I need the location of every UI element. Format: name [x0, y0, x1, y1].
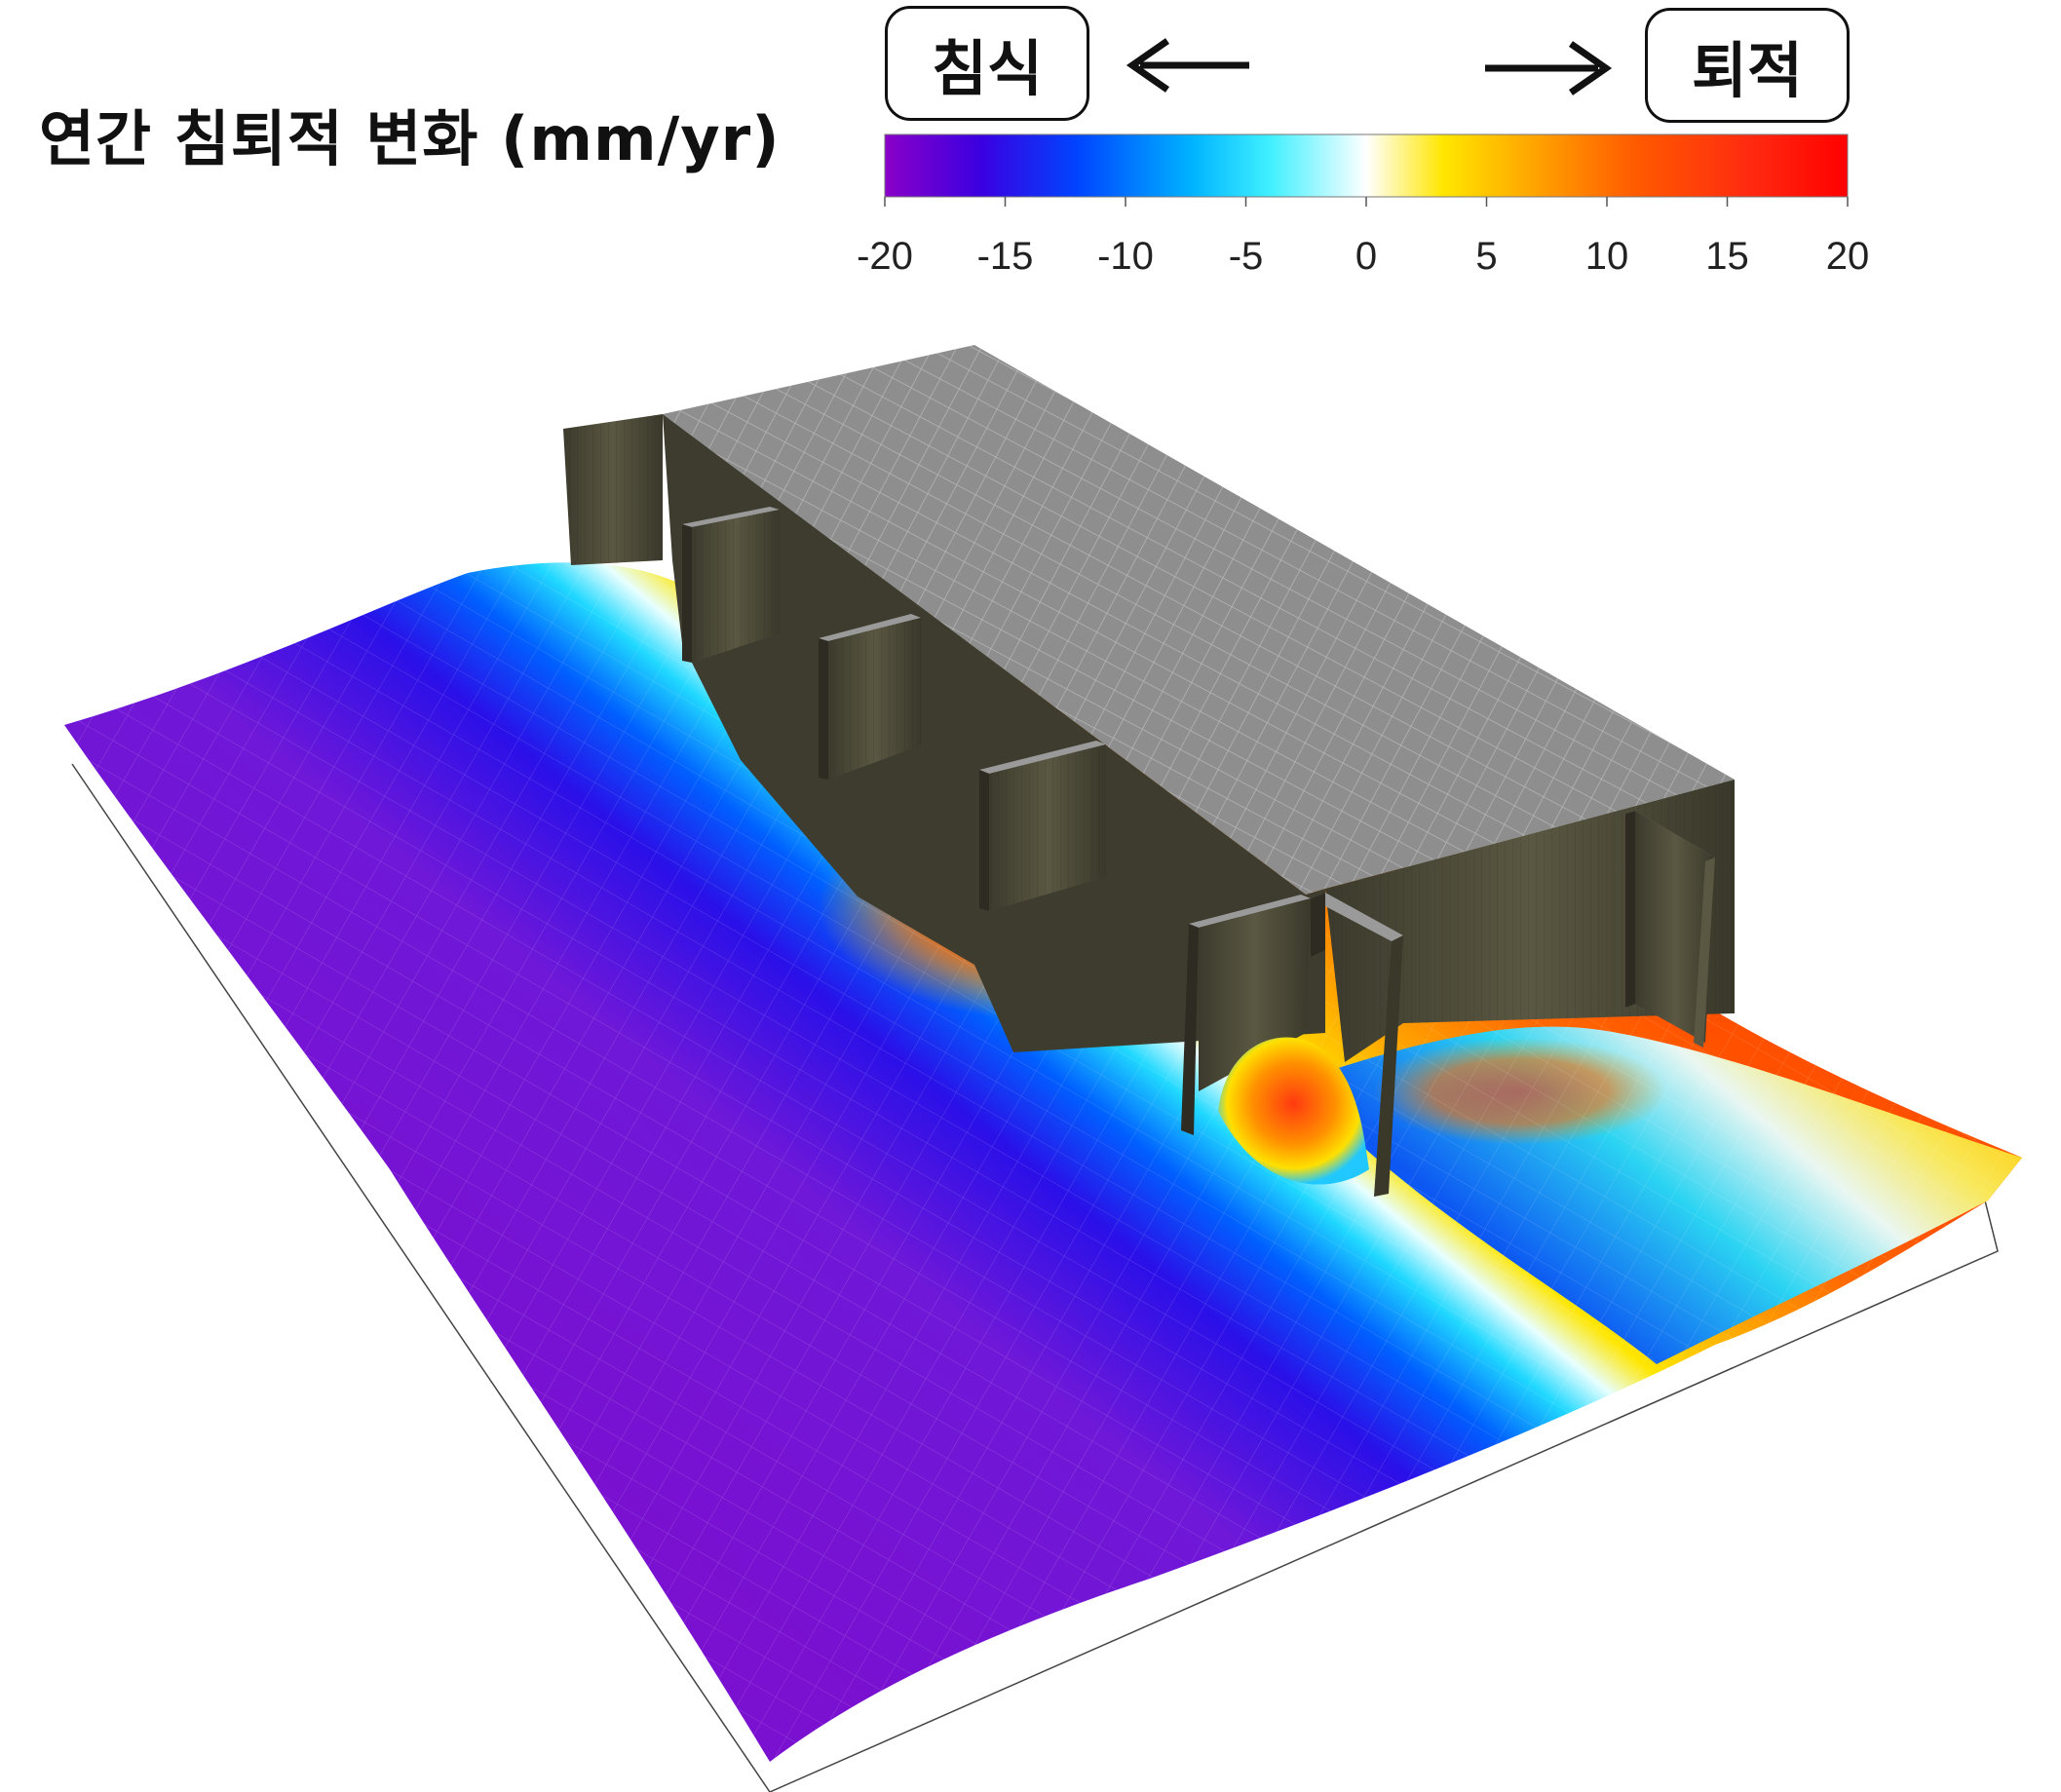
erosion-label-box: 침식 — [885, 6, 1089, 121]
groin-pocket — [1218, 893, 1403, 1197]
deposition-label: 퇴적 — [1691, 35, 1804, 106]
legend-colorbar: -20 -15 -10 -5 0 5 10 15 20 — [857, 133, 1869, 278]
chart-title: 연간 침퇴적 변화 (mm/yr) — [39, 103, 781, 174]
erosion-arrow-icon — [1126, 38, 1249, 93]
deposition-arrow-icon — [1485, 41, 1613, 95]
groin-2 — [819, 614, 921, 780]
legend-tick-label: 5 — [1475, 235, 1497, 278]
legend-tick-label: 10 — [1585, 235, 1629, 278]
groin-right-end — [1625, 811, 1715, 1048]
groin-1 — [682, 507, 780, 663]
pier-structure — [563, 345, 1735, 1197]
legend-tick-label: -20 — [857, 235, 913, 278]
legend-tick-group: -20 -15 -10 -5 0 5 10 15 20 — [857, 197, 1869, 278]
legend-tick-label: -10 — [1097, 235, 1154, 278]
legend-tick-label: 20 — [1826, 235, 1870, 278]
legend-tick-label: -15 — [977, 235, 1034, 278]
groin-3 — [979, 741, 1106, 911]
deposition-label-box: 퇴적 — [1645, 8, 1850, 123]
erosion-label: 침식 — [931, 33, 1044, 104]
legend-tick-label: 0 — [1355, 235, 1377, 278]
legend-tick-label: -5 — [1229, 235, 1264, 278]
base-plane-outline — [71, 763, 1999, 1792]
legend-tick-label: 15 — [1705, 235, 1749, 278]
